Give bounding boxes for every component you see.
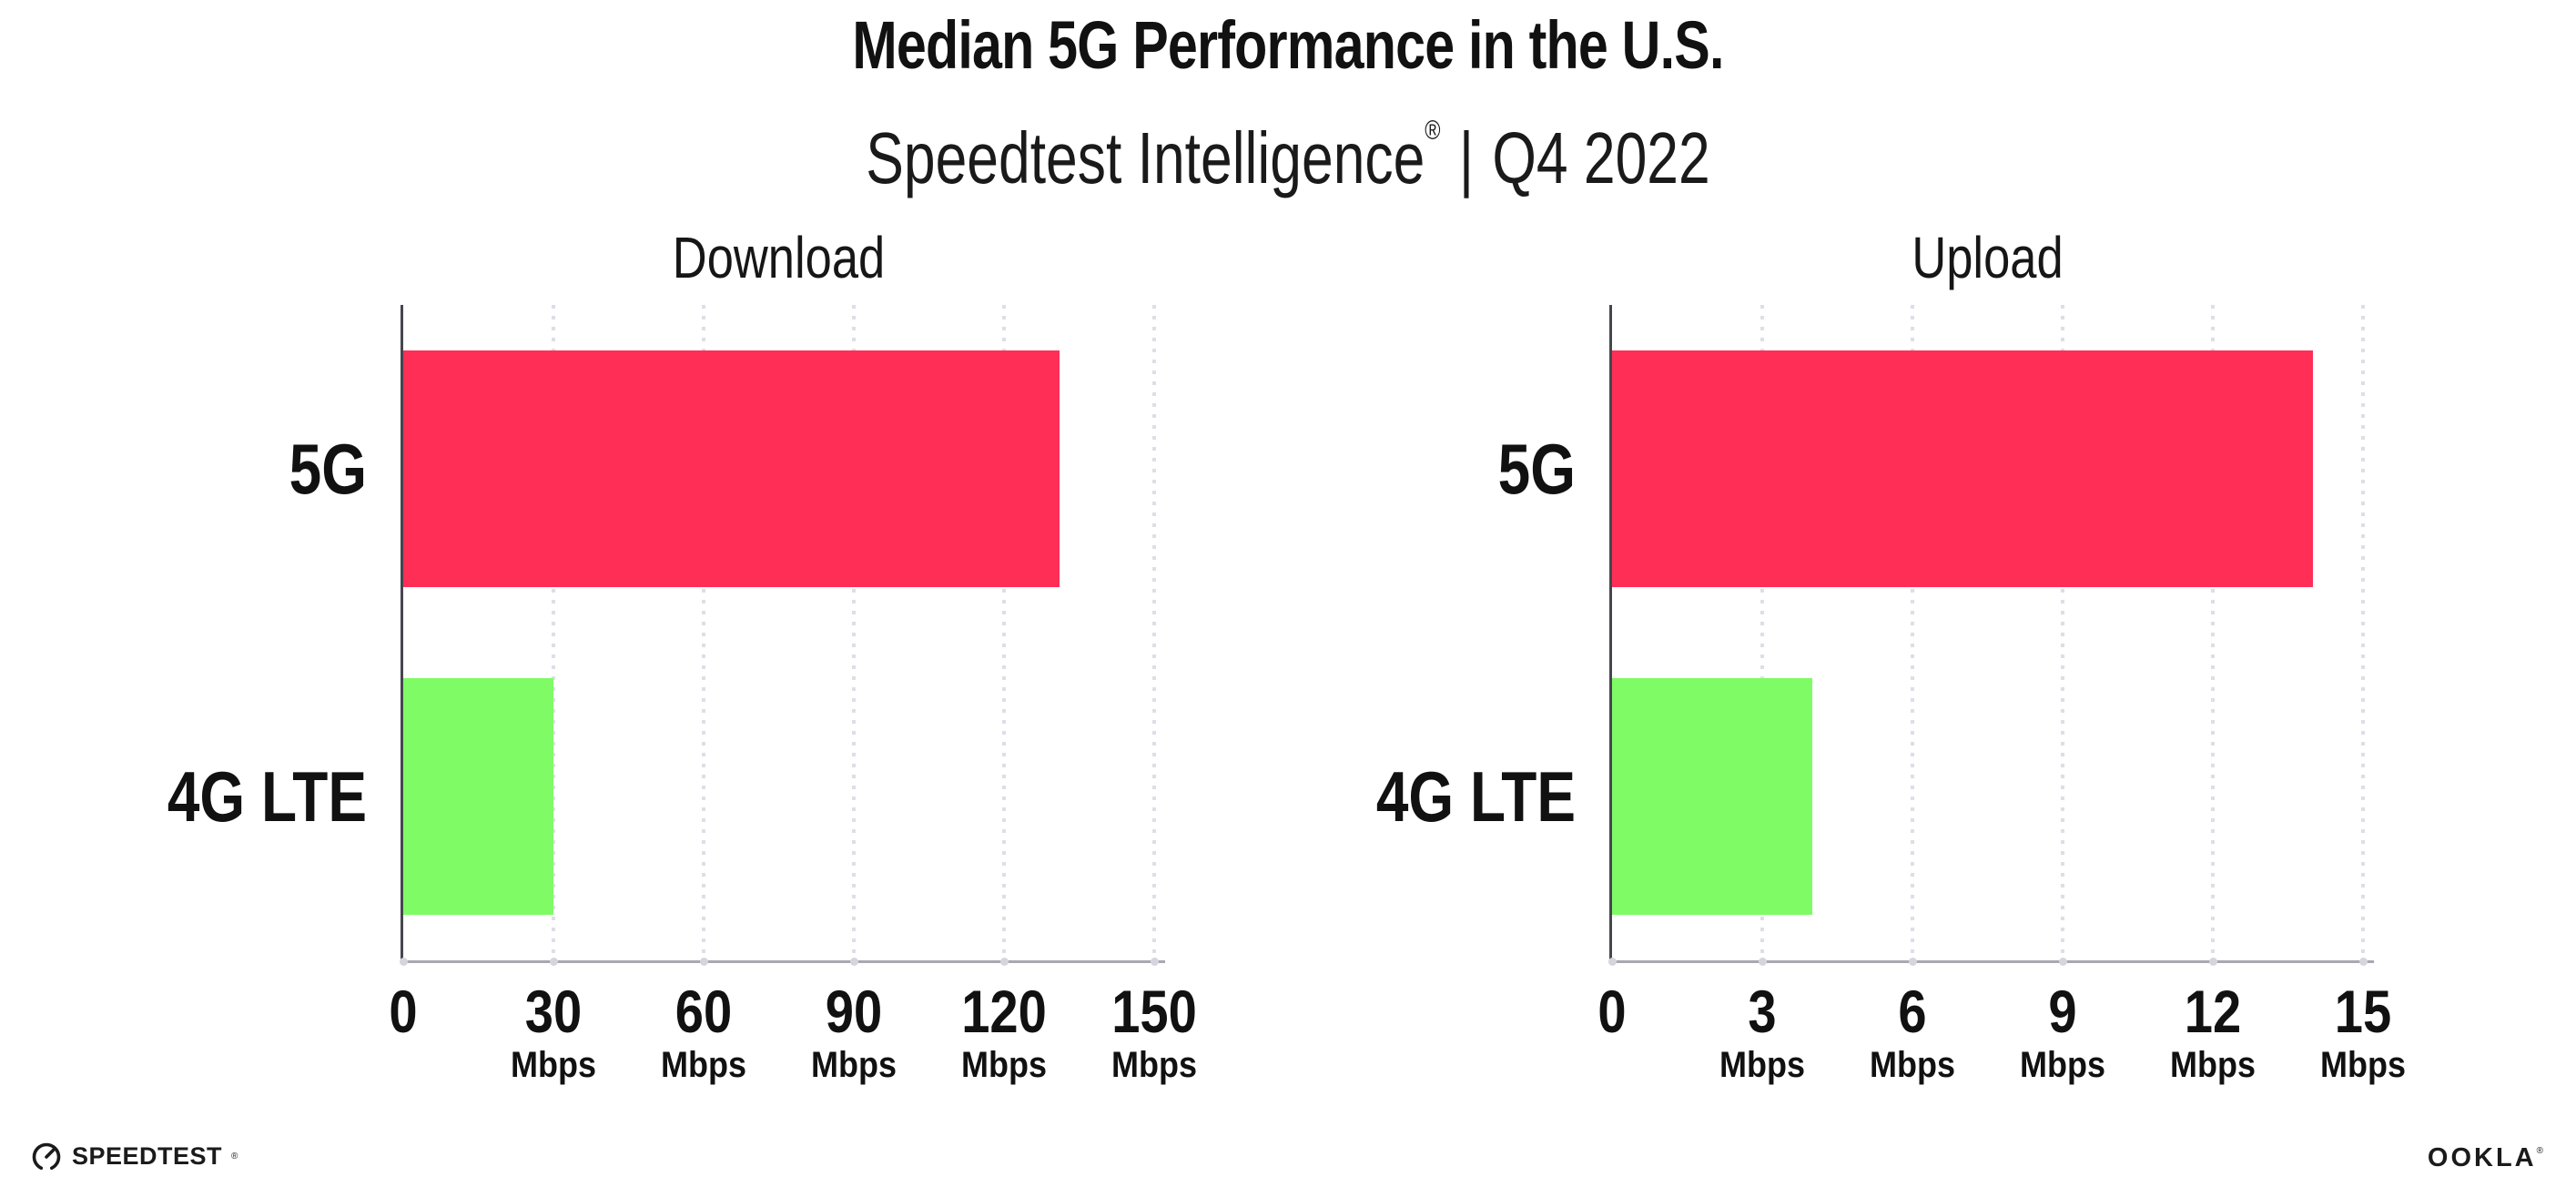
x-axis-line [401, 960, 1165, 963]
gridline-3 [1760, 305, 1764, 960]
tick-label-3: 3 [1748, 978, 1777, 1045]
tick-label-120: 120 [961, 978, 1047, 1045]
gridline-9 [2061, 305, 2064, 960]
gridline-30 [552, 305, 555, 960]
axis-tick-dot-120 [1000, 958, 1009, 966]
registered-trademark-symbol: ® [1425, 116, 1441, 146]
tick-label-150: 150 [1111, 978, 1197, 1045]
tick-unit-3: Mbps [1719, 1045, 1805, 1085]
tick-label-30: 30 [524, 978, 583, 1045]
tick-unit-60: Mbps [661, 1045, 746, 1085]
ookla-logo: OOKLA® [2428, 1143, 2543, 1173]
speedtest-logo: SPEEDTEST ® [30, 1140, 238, 1172]
plot-area-upload [1608, 305, 2374, 966]
category-label-5g: 5G [289, 429, 367, 509]
page-subtitle: Speedtest Intelligence® | Q4 2022 [283, 89, 2292, 200]
page-title: Median 5G Performance in the U.S. [852, 7, 1724, 83]
tick-label-0: 0 [389, 978, 418, 1045]
tick-label-12: 12 [2184, 978, 2242, 1045]
gridline-90 [852, 305, 856, 960]
tick-unit-30: Mbps [511, 1045, 596, 1085]
tick-label-6: 6 [1898, 978, 1927, 1045]
tick-unit-9: Mbps [2020, 1045, 2105, 1085]
subtitle-divider: | [1458, 117, 1475, 198]
subtitle-period: Q4 2022 [1492, 117, 1710, 198]
axis-tick-dot-60 [700, 958, 708, 966]
tick-unit-150: Mbps [1111, 1045, 1197, 1085]
tick-label-15: 15 [2334, 978, 2392, 1045]
tick-label-90: 90 [825, 978, 883, 1045]
axis-tick-dot-30 [550, 958, 558, 966]
tick-unit-120: Mbps [961, 1045, 1047, 1085]
plot-area-download [400, 305, 1165, 966]
ookla-registered-symbol: ® [2536, 1146, 2543, 1156]
gridline-150 [1152, 305, 1156, 960]
speedtest-trademark-symbol: ® [231, 1151, 238, 1161]
speedtest-wordmark: SPEEDTEST [72, 1141, 223, 1170]
gridline-60 [702, 305, 705, 960]
axis-tick-dot-0 [400, 958, 408, 966]
gridline-12 [2211, 305, 2215, 960]
y-axis-spine [401, 305, 403, 963]
x-axis-line [1609, 960, 2374, 963]
axis-tick-dot-9 [2059, 958, 2067, 966]
tick-label-0: 0 [1597, 978, 1627, 1045]
speedtest-gauge-icon [30, 1140, 63, 1172]
axis-tick-dot-90 [850, 958, 858, 966]
bar-5g-download [403, 350, 1060, 587]
gridline-6 [1911, 305, 1914, 960]
axis-tick-dot-3 [1759, 958, 1767, 966]
axis-tick-dot-6 [1909, 958, 1917, 966]
bar-5g-upload [1612, 350, 2313, 587]
tick-unit-15: Mbps [2320, 1045, 2406, 1085]
axis-tick-dot-12 [2209, 958, 2217, 966]
axis-tick-dot-150 [1151, 958, 1159, 966]
gridline-15 [2361, 305, 2365, 960]
category-label-5g: 5G [1497, 429, 1576, 509]
bar-4g-lte-upload [1612, 678, 1812, 915]
tick-unit-90: Mbps [811, 1045, 897, 1085]
bar-4g-lte-download [403, 678, 553, 915]
tick-label-60: 60 [674, 978, 733, 1045]
category-label-4g-lte: 4G LTE [167, 756, 367, 837]
subtitle-brand: Speedtest Intelligence [866, 117, 1425, 198]
tick-label-9: 9 [2048, 978, 2077, 1045]
ookla-wordmark: OOKLA [2427, 1143, 2537, 1172]
chart-title-upload: Upload [1912, 225, 2064, 290]
category-label-4g-lte: 4G LTE [1375, 756, 1576, 837]
axis-tick-dot-15 [2359, 958, 2368, 966]
y-axis-spine [1609, 305, 1612, 963]
tick-unit-6: Mbps [1870, 1045, 1955, 1085]
tick-unit-12: Mbps [2170, 1045, 2256, 1085]
gridline-120 [1002, 305, 1006, 960]
axis-tick-dot-0 [1608, 958, 1617, 966]
chart-title-download: Download [672, 225, 886, 290]
